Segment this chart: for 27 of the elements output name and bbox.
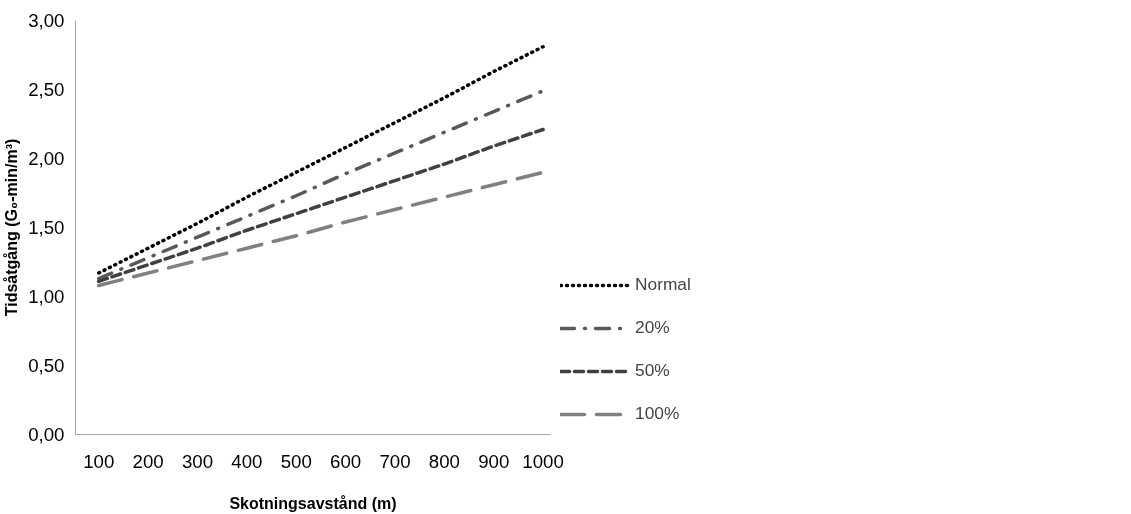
x-tick-label: 200 [132, 450, 164, 472]
x-tick-label: 800 [428, 450, 460, 472]
y-tick-label: 2,50 [28, 79, 65, 100]
y-axis-title: Tidsåtgång (G₀-min/m³) [3, 138, 21, 317]
line-series [96, 89, 545, 281]
x-tick-label: 100 [83, 450, 115, 472]
legend-label: Normal [635, 274, 691, 295]
line-series [96, 44, 545, 275]
legend-label: 20% [635, 317, 670, 338]
x-tick-label: 600 [330, 450, 362, 472]
legend-label: 50% [635, 360, 670, 381]
y-tick-label: 2,00 [28, 148, 65, 169]
x-tick-label: 700 [379, 450, 411, 472]
x-tick-label: 1000 [522, 450, 564, 472]
line-series [96, 127, 545, 284]
y-tick-label: 1,00 [28, 286, 65, 307]
x-tick-label: 900 [478, 450, 510, 472]
y-tick-label: 0,50 [28, 355, 65, 376]
x-axis-title: Skotningsavstånd (m) [229, 494, 397, 512]
legend-label: 100% [635, 403, 680, 424]
x-tick-label: 300 [181, 450, 214, 472]
line-series [96, 170, 545, 288]
y-tick-label: 0,00 [28, 424, 65, 445]
y-tick-label: 1,50 [28, 217, 65, 238]
x-tick-label: 500 [280, 450, 312, 472]
y-tick-label: 3,00 [28, 10, 65, 31]
x-tick-label: 400 [231, 450, 263, 472]
